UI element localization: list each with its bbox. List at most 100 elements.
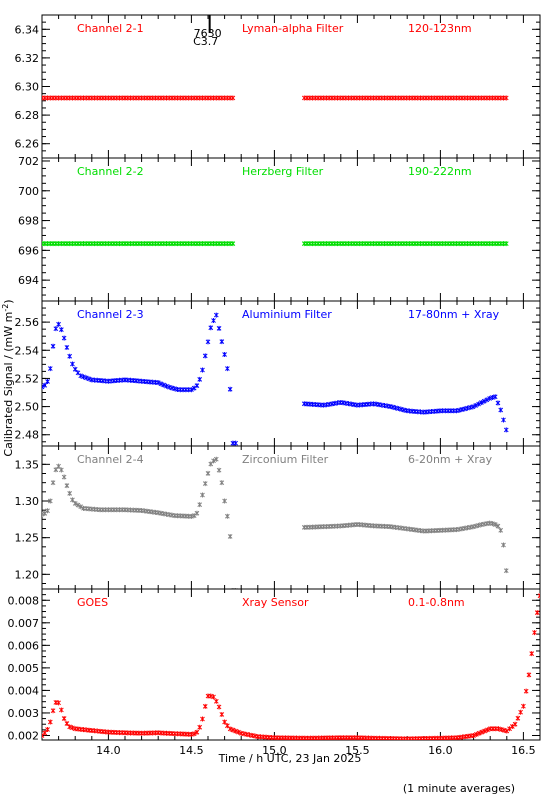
data-point	[501, 417, 506, 423]
data-point	[197, 724, 203, 730]
data-point	[81, 374, 86, 380]
panel-frame	[41, 588, 541, 741]
y-tick-label: 0.003	[8, 707, 40, 720]
series-markers	[42, 95, 509, 101]
data-point	[158, 381, 164, 387]
data-point	[227, 726, 233, 732]
data-point	[481, 398, 487, 404]
y-tick-label: 6.34	[15, 23, 40, 36]
data-point	[216, 467, 222, 473]
y-tick-label: 0.008	[8, 594, 40, 607]
y-tick-label: 696	[18, 244, 39, 257]
data-point	[495, 523, 501, 529]
data-point	[503, 95, 509, 101]
data-point	[161, 382, 167, 388]
data-point	[208, 325, 214, 331]
panel-filter-label: Aluminium Filter	[242, 308, 332, 321]
data-point	[492, 521, 498, 527]
panel-filter-label: Herzberg Filter	[242, 165, 324, 178]
data-point	[471, 732, 476, 738]
data-point	[492, 394, 498, 400]
data-point	[476, 730, 482, 736]
data-point	[189, 387, 194, 393]
data-point	[213, 312, 219, 318]
data-point	[219, 480, 225, 486]
data-point	[225, 366, 230, 372]
data-point	[233, 440, 239, 446]
data-point	[230, 727, 236, 733]
data-point	[225, 513, 230, 519]
data-point	[200, 367, 205, 373]
data-point	[45, 378, 50, 384]
data-point	[490, 521, 495, 527]
data-point	[47, 498, 53, 504]
data-point	[518, 709, 523, 715]
y-tick-label: 2.50	[15, 401, 40, 414]
panel-band-label: 17-80nm + Xray	[408, 308, 500, 321]
data-point	[216, 325, 222, 331]
data-point	[50, 708, 56, 714]
data-point	[67, 490, 73, 496]
data-point	[503, 241, 509, 247]
data-point	[227, 386, 233, 392]
x-axis-title: Time / h UTC, 23 Jan 2025	[218, 752, 362, 765]
y-axis-title-main: Calibrated Signal / (mW m	[2, 312, 15, 457]
data-point	[56, 321, 61, 327]
data-point	[78, 373, 84, 379]
data-point	[222, 719, 227, 725]
data-point	[78, 504, 84, 510]
y-tick-label: 1.25	[15, 532, 40, 545]
y-tick-label: 2.54	[15, 344, 40, 357]
panel-5: 0.002 0.003 0.004 0.005 0.006 0.007 0.008 14.0 1…	[8, 588, 541, 757]
data-point	[194, 510, 200, 516]
data-point	[45, 508, 50, 514]
series-markers	[42, 456, 509, 589]
panel-band-label: 0.1-0.8nm	[408, 596, 465, 609]
data-point	[534, 610, 540, 616]
data-point	[59, 467, 64, 473]
footnote: (1 minute averages)	[403, 782, 515, 795]
y-tick-label: 1.20	[15, 568, 40, 581]
data-point	[42, 384, 45, 390]
data-point	[216, 704, 222, 710]
data-point	[197, 502, 203, 508]
panel-frame	[41, 157, 541, 302]
data-point	[532, 630, 537, 636]
data-point	[56, 700, 61, 706]
data-point	[59, 327, 64, 333]
data-point	[64, 483, 70, 489]
data-point	[211, 458, 216, 464]
panel-band-label: 190-222nm	[408, 165, 472, 178]
data-point	[61, 335, 67, 341]
panel-frame	[41, 14, 541, 159]
data-point	[164, 383, 169, 389]
data-point	[205, 339, 211, 345]
data-point	[70, 361, 75, 367]
data-point	[53, 467, 59, 473]
data-point	[479, 729, 485, 735]
data-point	[200, 492, 205, 498]
panel-frame	[41, 300, 541, 447]
data-point	[61, 715, 67, 721]
data-point	[498, 407, 504, 413]
panel-1: 6.26 6.28 6.30 6.32 6.34 Channel 2-1 Lyman-alp…	[15, 14, 541, 159]
data-point	[219, 711, 225, 717]
data-point	[211, 694, 216, 700]
data-point	[194, 729, 200, 735]
panel-channel-label: GOES	[77, 596, 108, 609]
x-tick-label: 16.0	[428, 744, 453, 757]
data-point	[200, 716, 205, 722]
panel-4: 1.20 1.25 1.30 1.35 Channel 2-4 Zirconium Fil…	[15, 445, 541, 590]
data-point	[64, 344, 70, 350]
data-point	[83, 375, 89, 381]
data-point	[42, 382, 48, 388]
y-tick-label: 698	[18, 215, 39, 228]
data-point	[482, 728, 488, 734]
data-point	[189, 513, 194, 519]
data-point	[233, 728, 239, 734]
data-point	[50, 480, 56, 486]
data-point	[53, 326, 59, 332]
data-point	[222, 498, 227, 504]
x-tick-label: 16.5	[511, 744, 536, 757]
